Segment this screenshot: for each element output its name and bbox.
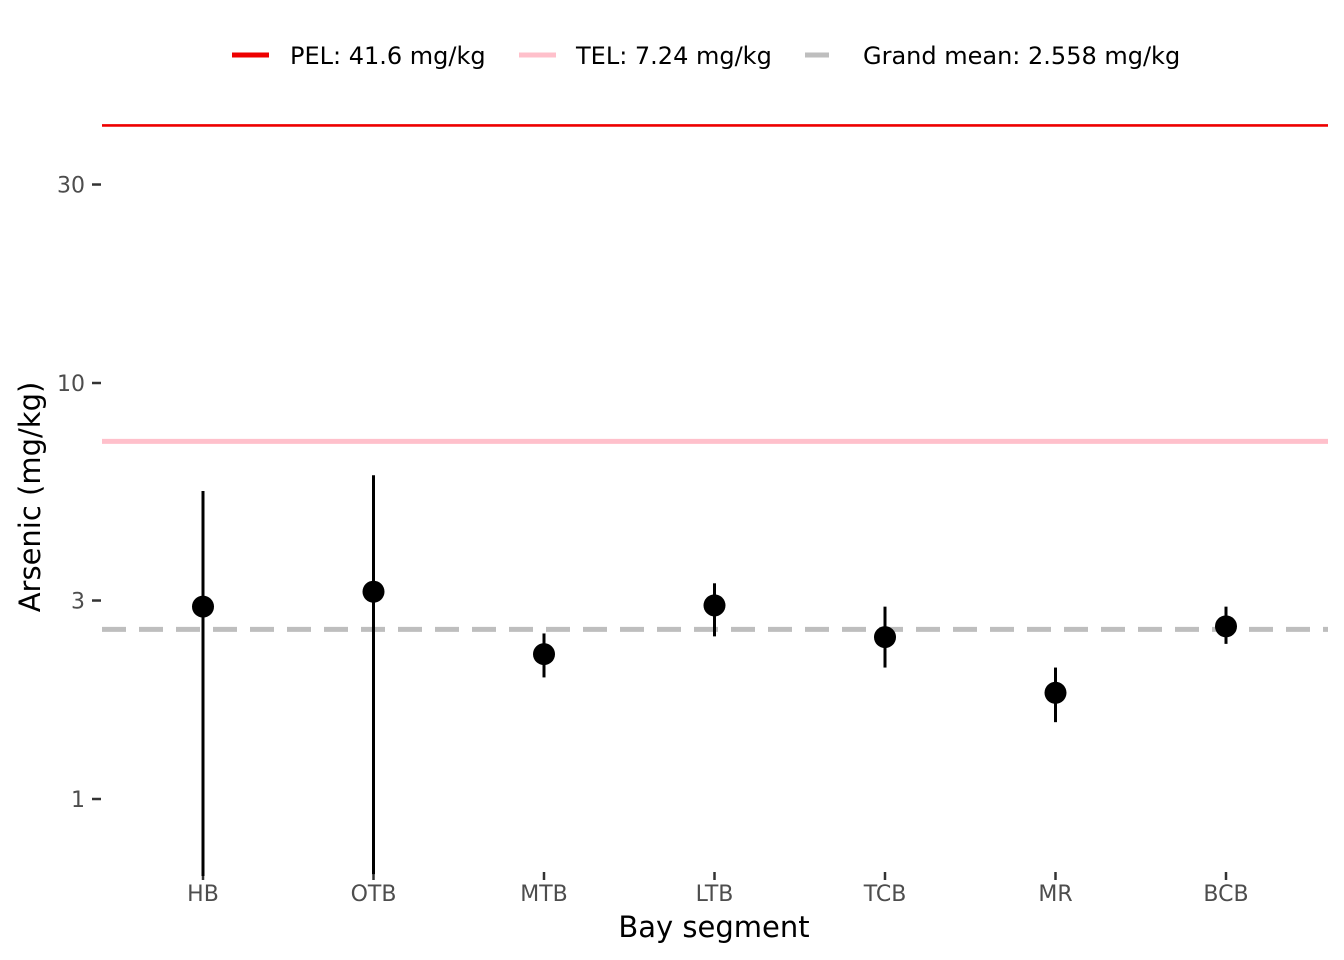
y-axis-title: Arsenic (mg/kg) (13, 382, 47, 613)
mean-point-bcb (1215, 615, 1237, 638)
mean-point-ltb (703, 594, 726, 617)
data-points (192, 580, 1237, 704)
y-tick-label: 1 (71, 788, 85, 813)
legend-label-pel: PEL: 41.6 mg/kg (290, 42, 486, 70)
mean-point-tcb (874, 626, 896, 649)
y-tick-label: 3 (71, 590, 85, 615)
mean-point-otb (362, 580, 385, 603)
mean-point-mtb (533, 643, 555, 666)
x-tick-label-ltb: LTB (696, 882, 734, 907)
y-tick-label: 10 (57, 372, 85, 397)
error-bars (201, 475, 1228, 876)
x-tick-label-hb: HB (187, 882, 219, 907)
mean-point-mr (1044, 681, 1067, 704)
x-axis-title: Bay segment (618, 910, 809, 944)
x-tick-label-bcb: BCB (1203, 882, 1248, 907)
x-tick-label-mtb: MTB (520, 882, 568, 907)
reference-lines (102, 124, 1328, 632)
legend: PEL: 41.6 mg/kg TEL: 7.24 mg/kg Grand mean… (232, 42, 1180, 70)
y-axis: 1 3 10 30 (57, 174, 101, 813)
x-tick-label-tcb: TCB (863, 882, 907, 907)
x-tick-label-mr: MR (1038, 882, 1072, 907)
mean-point-hb (192, 595, 214, 618)
x-tick-label-otb: OTB (351, 882, 397, 907)
legend-label-grand_mean: Grand mean: 2.558 mg/kg (863, 42, 1180, 70)
y-tick-label: 30 (57, 174, 85, 199)
legend-label-tel: TEL: 7.24 mg/kg (575, 42, 772, 70)
x-axis: HB OTB MTB LTB TCB MR BCB (187, 872, 1249, 907)
